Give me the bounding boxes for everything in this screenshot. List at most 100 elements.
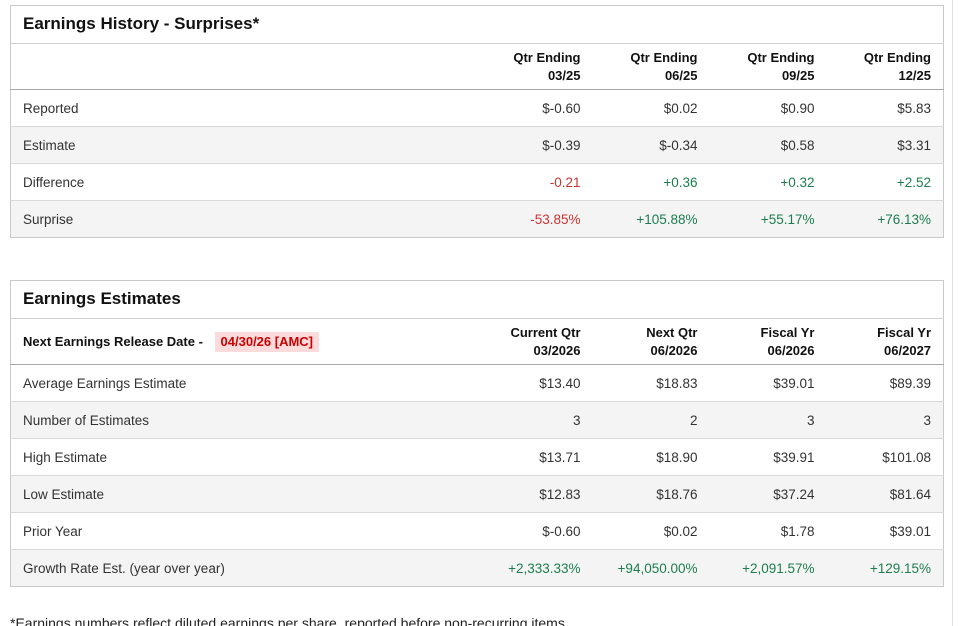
table-row-reported: Reported $-0.60 $0.02 $0.90 $5.83 [10,89,944,128]
column-header-line2: 03/2026 [533,342,581,358]
table-row-average-estimate: Average Earnings Estimate $13.40 $18.83 … [10,364,944,403]
cell-value: $0.90 [709,89,827,128]
column-header-line2: 09/25 [781,67,815,83]
column-header-row: Next Earnings Release Date - 04/30/26 [A… [10,318,944,366]
row-label: Reported [10,89,476,128]
column-header: Qtr Ending 12/25 [826,43,944,91]
cell-value: +55.17% [709,200,827,238]
cell-value: $5.83 [826,89,944,128]
cell-value: $18.83 [592,364,710,403]
cell-value: +2,091.57% [709,549,827,587]
earnings-estimates-title: Earnings Estimates [10,280,944,320]
cell-value: +76.13% [826,200,944,238]
cell-value: +2.52 [826,163,944,202]
row-label: Surprise [10,200,476,238]
cell-value: $0.02 [592,89,710,128]
column-header: Fiscal Yr 06/2026 [709,318,827,366]
column-header-line1: Next Qtr [646,325,698,341]
table-row-prior-year: Prior Year $-0.60 $0.02 $1.78 $39.01 [10,512,944,551]
cell-value: $37.24 [709,475,827,514]
right-edge-divider [952,0,953,626]
cell-value: +0.32 [709,163,827,202]
column-header: Fiscal Yr 06/2027 [826,318,944,366]
cell-value: $1.78 [709,512,827,551]
table-title-row: Earnings Estimates [10,280,944,320]
table-row-number-of-estimates: Number of Estimates 3 2 3 3 [10,401,944,440]
cell-value: $-0.60 [475,89,593,128]
cell-value: $18.90 [592,438,710,477]
cell-value: $39.01 [826,512,944,551]
cell-value: $13.71 [475,438,593,477]
table-row-low-estimate: Low Estimate $12.83 $18.76 $37.24 $81.64 [10,475,944,514]
cell-value: $81.64 [826,475,944,514]
table-row-surprise: Surprise -53.85% +105.88% +55.17% +76.13… [10,200,944,238]
earnings-footnote: *Earnings numbers reflect diluted earnin… [10,615,569,626]
table-spacer [10,238,959,280]
column-header-line2: 03/25 [547,67,581,83]
column-header: Current Qtr 03/2026 [475,318,593,366]
cell-value: $12.83 [475,475,593,514]
next-earnings-release-cell: Next Earnings Release Date - 04/30/26 [A… [10,318,476,366]
column-header-line2: 06/25 [664,67,698,83]
earnings-history-table: Earnings History - Surprises* Qtr Ending… [10,5,945,239]
table-row-difference: Difference -0.21 +0.36 +0.32 +2.52 [10,163,944,202]
cell-value: 3 [475,401,593,440]
cell-value: +94,050.00% [592,549,710,587]
cell-value: -0.21 [475,163,593,202]
row-label: Estimate [10,126,476,165]
column-header-line2: 06/2027 [884,342,932,358]
cell-value: 3 [826,401,944,440]
cell-value: $-0.60 [475,512,593,551]
cell-value: -53.85% [475,200,593,238]
earnings-history-title: Earnings History - Surprises* [10,5,944,44]
cell-value: 2 [592,401,710,440]
table-row-growth-rate: Growth Rate Est. (year over year) +2,333… [10,549,944,587]
column-header: Next Qtr 06/2026 [592,318,710,366]
cell-value: $39.01 [709,364,827,403]
column-header-line1: Qtr Ending [513,50,581,65]
table-row-estimate: Estimate $-0.39 $-0.34 $0.58 $3.31 [10,126,944,165]
row-label: Growth Rate Est. (year over year) [10,549,476,587]
empty-header-cell [10,43,476,91]
column-header-line1: Fiscal Yr [877,325,932,341]
column-header-line1: Qtr Ending [630,50,698,65]
cell-value: $18.76 [592,475,710,514]
row-label: Number of Estimates [10,401,476,440]
cell-value: $0.58 [709,126,827,165]
row-label: Difference [10,163,476,202]
cell-value: 3 [709,401,827,440]
cell-value: +129.15% [826,549,944,587]
row-label: Prior Year [10,512,476,551]
earnings-estimates-table: Earnings Estimates Next Earnings Release… [10,280,945,588]
column-header-line2: 12/25 [898,67,932,83]
column-header: Qtr Ending 06/25 [592,43,710,91]
column-header-line1: Qtr Ending [747,50,815,65]
cell-value: $89.39 [826,364,944,403]
cell-value: +0.36 [592,163,710,202]
cell-value: $101.08 [826,438,944,477]
cell-value: $-0.34 [592,126,710,165]
column-header-line1: Fiscal Yr [760,325,815,341]
table-row-high-estimate: High Estimate $13.71 $18.90 $39.91 $101.… [10,438,944,477]
row-label: High Estimate [10,438,476,477]
cell-value: +105.88% [592,200,710,238]
column-header-row: Qtr Ending 03/25 Qtr Ending 06/25 Qtr En… [10,43,944,91]
cell-value: $0.02 [592,512,710,551]
column-header: Qtr Ending 03/25 [475,43,593,91]
column-header-line2: 06/2026 [650,342,698,358]
cell-value: $39.91 [709,438,827,477]
column-header: Qtr Ending 09/25 [709,43,827,91]
cell-value: +2,333.33% [475,549,593,587]
row-label: Low Estimate [10,475,476,514]
cell-value: $13.40 [475,364,593,403]
release-date-label: Next Earnings Release Date - [23,333,203,349]
cell-value: $-0.39 [475,126,593,165]
column-header-line1: Current Qtr [510,325,581,341]
cell-value: $3.31 [826,126,944,165]
table-title-row: Earnings History - Surprises* [10,5,944,44]
column-header-line1: Qtr Ending [863,50,932,65]
row-label: Average Earnings Estimate [10,364,476,403]
column-header-line2: 06/2026 [767,342,815,358]
release-date-badge: 04/30/26 [AMC] [214,331,320,352]
